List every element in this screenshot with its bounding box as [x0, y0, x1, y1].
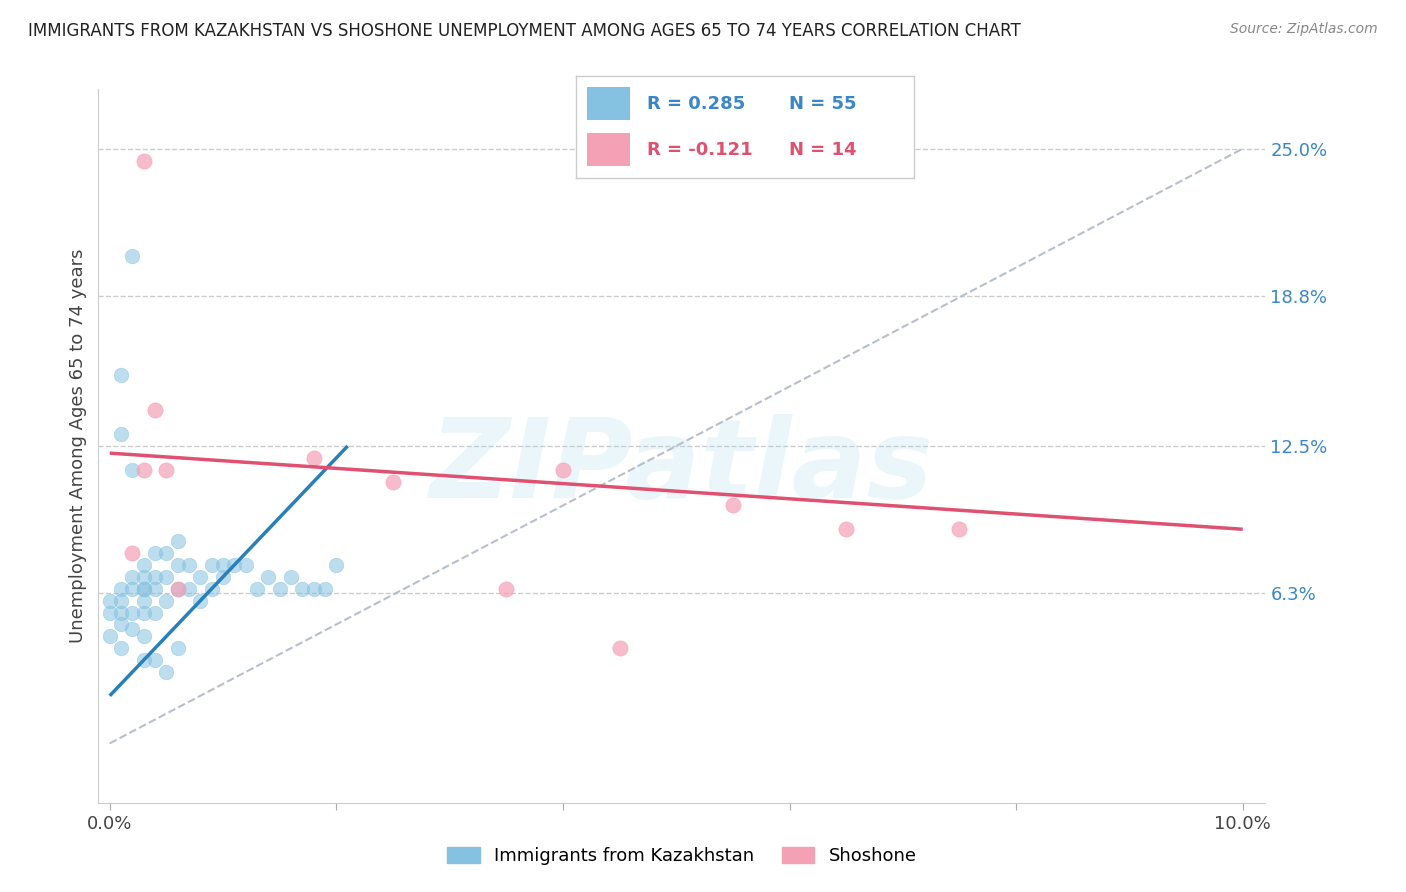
- Point: [325, 558, 347, 572]
- Point: [121, 622, 143, 636]
- Point: [155, 593, 177, 607]
- Text: N = 14: N = 14: [789, 141, 856, 159]
- FancyBboxPatch shape: [586, 87, 630, 120]
- Point: [121, 463, 143, 477]
- Text: Source: ZipAtlas.com: Source: ZipAtlas.com: [1230, 22, 1378, 37]
- Point: [177, 582, 200, 596]
- Point: [257, 570, 280, 584]
- Text: ZIPatlas: ZIPatlas: [430, 414, 934, 521]
- Point: [110, 368, 132, 382]
- Point: [110, 593, 132, 607]
- Point: [98, 606, 121, 620]
- Point: [155, 463, 177, 477]
- Point: [190, 570, 212, 584]
- Point: [121, 249, 143, 263]
- Point: [132, 570, 155, 584]
- Point: [121, 606, 143, 620]
- Point: [212, 558, 235, 572]
- Point: [224, 558, 246, 572]
- Point: [177, 558, 200, 572]
- Point: [121, 570, 143, 584]
- Point: [110, 606, 132, 620]
- Point: [201, 582, 224, 596]
- Point: [143, 570, 166, 584]
- Text: N = 55: N = 55: [789, 95, 856, 112]
- Point: [314, 582, 336, 596]
- Point: [110, 617, 132, 632]
- Point: [132, 153, 155, 168]
- Point: [143, 546, 166, 560]
- Text: IMMIGRANTS FROM KAZAKHSTAN VS SHOSHONE UNEMPLOYMENT AMONG AGES 65 TO 74 YEARS CO: IMMIGRANTS FROM KAZAKHSTAN VS SHOSHONE U…: [28, 22, 1021, 40]
- Point: [302, 582, 325, 596]
- Point: [551, 463, 574, 477]
- Point: [110, 641, 132, 656]
- Point: [155, 570, 177, 584]
- Point: [155, 546, 177, 560]
- Point: [143, 653, 166, 667]
- Point: [212, 570, 235, 584]
- Point: [132, 606, 155, 620]
- Point: [382, 475, 405, 489]
- Point: [721, 499, 744, 513]
- Point: [143, 582, 166, 596]
- Point: [132, 593, 155, 607]
- Point: [948, 522, 970, 536]
- Text: R = -0.121: R = -0.121: [647, 141, 754, 159]
- Point: [132, 582, 155, 596]
- Point: [98, 629, 121, 643]
- Point: [121, 582, 143, 596]
- Point: [132, 558, 155, 572]
- Point: [132, 653, 155, 667]
- Point: [132, 463, 155, 477]
- Point: [143, 606, 166, 620]
- Point: [495, 582, 517, 596]
- Point: [291, 582, 314, 596]
- Point: [246, 582, 269, 596]
- Point: [201, 558, 224, 572]
- Point: [269, 582, 291, 596]
- Y-axis label: Unemployment Among Ages 65 to 74 years: Unemployment Among Ages 65 to 74 years: [69, 249, 87, 643]
- Point: [235, 558, 257, 572]
- Point: [302, 450, 325, 465]
- Point: [98, 593, 121, 607]
- Point: [166, 641, 188, 656]
- Point: [166, 582, 188, 596]
- Point: [132, 629, 155, 643]
- Point: [110, 427, 132, 442]
- Point: [280, 570, 302, 584]
- Point: [166, 534, 188, 549]
- Point: [121, 546, 143, 560]
- Point: [166, 558, 188, 572]
- Point: [166, 582, 188, 596]
- Point: [609, 641, 631, 656]
- Point: [835, 522, 858, 536]
- Point: [110, 582, 132, 596]
- Point: [190, 593, 212, 607]
- Point: [132, 582, 155, 596]
- Legend: Immigrants from Kazakhstan, Shoshone: Immigrants from Kazakhstan, Shoshone: [440, 839, 924, 872]
- FancyBboxPatch shape: [586, 133, 630, 166]
- Point: [143, 403, 166, 417]
- Text: R = 0.285: R = 0.285: [647, 95, 745, 112]
- Point: [155, 665, 177, 679]
